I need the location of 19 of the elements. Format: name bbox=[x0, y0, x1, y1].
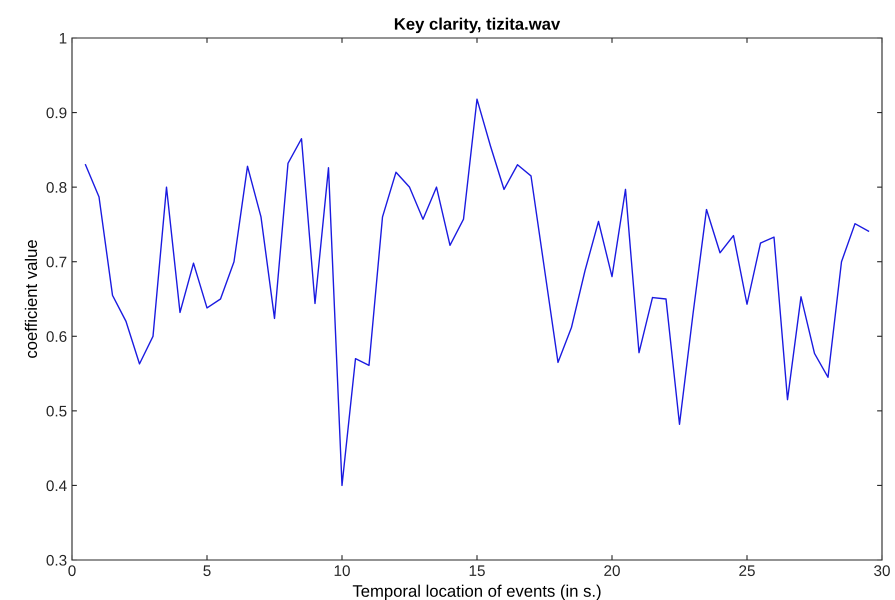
x-tick-label: 25 bbox=[739, 565, 755, 576]
x-tick-label: 15 bbox=[470, 565, 485, 576]
line-series bbox=[84, 98, 870, 486]
y-tick-label: 0.5 bbox=[46, 406, 66, 417]
x-tick-label: 10 bbox=[334, 565, 350, 576]
y-tick-label: 0.7 bbox=[46, 256, 66, 268]
x-tick-label: 30 bbox=[874, 565, 890, 576]
y-tick-label: 1 bbox=[60, 33, 66, 44]
y-tick-label: 0.4 bbox=[46, 480, 67, 492]
y-tick-label: 0.9 bbox=[46, 107, 66, 118]
y-tick-label: 0.3 bbox=[46, 554, 66, 566]
x-tick-label: 20 bbox=[604, 565, 620, 576]
y-tick-label: 0.6 bbox=[46, 331, 66, 342]
x-tick-label: 5 bbox=[203, 565, 211, 576]
chart-title: Key clarity, tizita.wav bbox=[394, 18, 560, 34]
x-tick-label: 0 bbox=[68, 565, 76, 576]
x-axis-title: Temporal location of events (in s.) bbox=[352, 584, 601, 600]
y-tick-label: 0.8 bbox=[46, 182, 66, 193]
y-axis-title: coefficient value bbox=[24, 240, 38, 358]
